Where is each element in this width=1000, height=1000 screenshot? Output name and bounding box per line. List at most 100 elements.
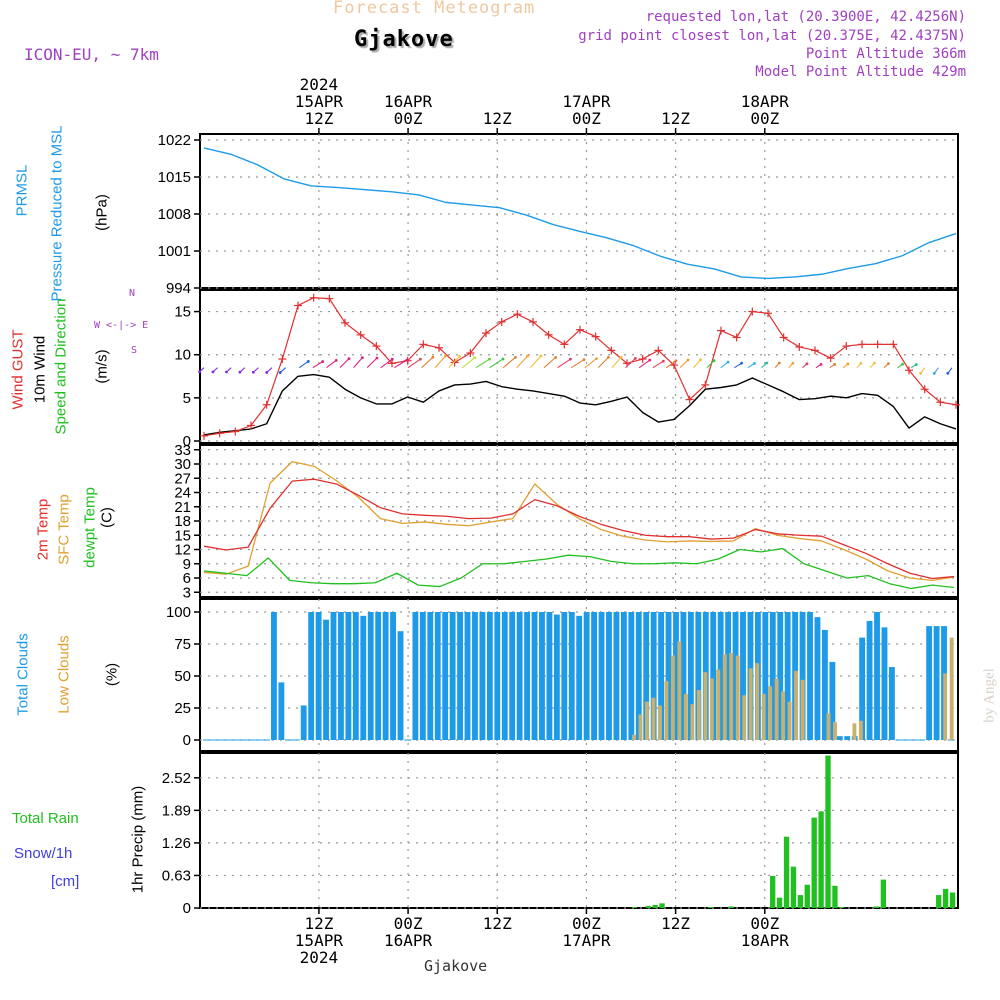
top-axis-label-line3: 12Z: [482, 109, 512, 128]
precip-tick-label: 2.52: [162, 770, 191, 787]
low-cloud-bar: [709, 678, 714, 740]
low-cloud-bar: [722, 654, 727, 740]
wind10-line: [203, 373, 957, 436]
low-cloud-bar: [774, 678, 779, 740]
low-cloud-bar: [657, 705, 662, 740]
pressure-unit: (hPa): [93, 194, 111, 231]
total-cloud-bar: [323, 619, 329, 740]
wind-arrow-head: [390, 357, 394, 361]
total-cloud-bar: [769, 612, 776, 740]
panel-frame: [199, 289, 959, 444]
wind-arrow: [407, 358, 421, 369]
top-axis-label-line3: 00Z: [393, 109, 423, 128]
top-axis-label-line2: 18APR: [740, 92, 789, 111]
wind-arrow: [611, 356, 622, 369]
low-cloud-bar: [794, 670, 799, 740]
low-cloud-bar: [768, 686, 773, 740]
wind-arrow: [448, 355, 461, 369]
wind-arrow-head: [740, 361, 743, 365]
rain-bar: [804, 884, 810, 908]
total-cloud-bar: [546, 612, 553, 740]
panel-frame: [199, 133, 959, 289]
wind-arrow-head: [360, 356, 364, 360]
wind-arrow-head: [726, 360, 730, 364]
total-cloud-bar: [926, 626, 933, 740]
low-cloud-bar: [742, 695, 747, 740]
chart-title: Forecast Meteogram: [333, 0, 536, 18]
top-axis-label-line3: 12Z: [661, 109, 691, 128]
top-axis-label-line3: 00Z: [750, 109, 780, 128]
rain-bar: [936, 895, 942, 908]
total-cloud-bar: [620, 612, 627, 740]
wind-arrow-head: [488, 357, 491, 361]
wind-arrow: [734, 362, 742, 369]
wind-arrow: [666, 360, 677, 369]
rain-bar: [728, 906, 734, 908]
top-axis-label-line2: 17APR: [562, 92, 611, 111]
total-cloud-bar: [643, 612, 650, 740]
dewpt-label: dewpt Temp: [81, 487, 99, 568]
rain-bar: [770, 875, 776, 908]
pressure-tick-label: 1015: [158, 169, 191, 186]
total-cloud-bar: [933, 626, 940, 740]
wind-arrow: [557, 358, 571, 369]
wind-arrow-head: [347, 357, 351, 361]
low-cloud-bar: [703, 672, 708, 740]
snow-label: Snow/1h: [14, 845, 73, 862]
wind-arrow-head: [539, 354, 543, 358]
low-cloud-bar: [638, 714, 643, 740]
total-cloud-bar: [583, 612, 590, 740]
total-cloud-bar: [665, 612, 672, 740]
wind-arrow-head: [554, 355, 558, 359]
wind-arrow-head: [833, 363, 837, 366]
rain-bar: [949, 892, 956, 908]
temp-tick-label: 24: [174, 485, 191, 502]
temp-tick-label: 12: [174, 542, 191, 559]
low-cloud-bar: [651, 697, 656, 740]
wind-arrow-head: [819, 363, 823, 366]
total-cloud-bar: [680, 612, 687, 740]
sfc-temp-line: [203, 460, 955, 582]
wind-arrow: [421, 356, 434, 369]
wind-arrow-head: [306, 360, 310, 363]
low-cloud-bar: [943, 673, 948, 740]
total-cloud-bar: [568, 612, 575, 740]
bottom-axis-label-line2: 18APR: [740, 931, 789, 950]
temp-tick-label: 21: [174, 499, 191, 516]
wind-arrow: [652, 360, 664, 369]
top-axis-label-line2: 15APR: [294, 92, 343, 111]
wind-arrow-head: [699, 358, 702, 362]
dewpt-line: [203, 547, 955, 590]
rain-bar: [797, 895, 804, 908]
wind-arrow-head: [238, 370, 242, 374]
wind-arrow: [543, 356, 557, 369]
total-cloud-bar: [874, 612, 880, 740]
wind-arrow: [706, 360, 715, 369]
total-cloud-bar: [814, 617, 821, 740]
wind-arrow-head: [211, 370, 215, 374]
total-cloud-bar: [799, 612, 806, 740]
wind-arrow-head: [859, 361, 863, 365]
cloud-tick-label: 75: [174, 636, 191, 653]
total-cloud-bar: [278, 682, 285, 740]
gust-line: [203, 297, 957, 437]
compass-we: W <-|-> E: [94, 320, 149, 331]
top-axis-label-line3: 12Z: [304, 109, 334, 128]
wind-arrow: [693, 359, 701, 369]
wind-arrow-head: [791, 361, 795, 365]
sfc-label: SFC Temp: [55, 494, 73, 565]
temp-tick-label: 15: [174, 527, 191, 544]
bottom-axis-label-line1: 12Z: [304, 914, 334, 933]
wind-arrow-head: [619, 355, 623, 359]
temp-tick-label: 30: [174, 456, 191, 473]
wind10-label: 10m Wind: [31, 335, 49, 404]
total-cloud-bar: [367, 612, 374, 740]
wind-arrow-head: [514, 355, 517, 359]
rain-bar: [832, 885, 838, 908]
total-cloud-bar: [591, 612, 598, 740]
pressure-line: [203, 147, 957, 280]
wind-arrow-head: [334, 358, 338, 362]
total-cloud-bar: [464, 612, 471, 740]
top-axis-label-line1: 2024: [299, 75, 339, 94]
